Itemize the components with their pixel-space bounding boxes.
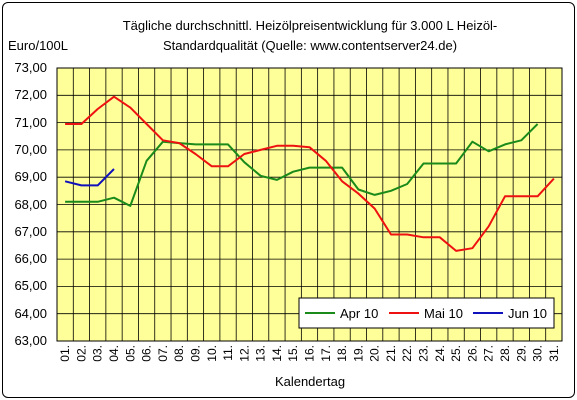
x-tick-label: 31. [547,345,561,362]
x-tick-label: 06. [140,345,154,362]
y-tick-label: 65,00 [14,278,47,294]
x-tick-label: 26. [465,345,479,362]
chart-title-line-2: Standardqualität (Quelle: www.contentser… [162,38,458,53]
x-tick-label: 21. [384,345,398,362]
x-tick-label: 11. [221,345,235,361]
x-tick-label: 27. [482,345,496,362]
x-tick-label: 12. [237,345,251,362]
y-tick-label: 72,00 [14,87,47,103]
y-tick-label: 71,00 [14,114,47,130]
x-tick-label: 15. [286,345,300,362]
x-tick-label: 22. [400,345,414,362]
y-tick-label: 73,00 [14,60,47,75]
y-tick-label: 69,00 [14,169,47,185]
x-tick-label: 13. [254,345,268,362]
x-tick-label: 30. [531,345,545,362]
legend-box [298,297,555,329]
x-tick-label: 07. [156,345,170,362]
x-tick-label: 04. [107,345,121,362]
x-tick-label: 09. [188,345,202,362]
legend-label: Mai 10 [424,306,463,321]
y-tick-label: 67,00 [14,223,47,239]
x-tick-label: 14. [270,345,284,362]
series-line-apr-10 [65,123,539,207]
legend-label: Jun 10 [508,306,547,321]
x-tick-label: 08. [172,345,186,362]
x-tick-label: 17. [319,345,333,362]
y-tick-label: 68,00 [14,196,47,212]
y-tick-label: 66,00 [14,251,47,267]
y-tick-label: 64,00 [14,305,47,321]
x-tick-label: 16. [303,345,317,362]
chart-title-line-1: Tägliche durchschnittl. Heizölpreisentwi… [122,18,498,33]
y-tick-label: 63,00 [14,333,47,348]
x-tick-label: 24. [433,345,447,362]
x-tick-label: 19. [351,345,365,362]
series-line-jun-10 [64,168,115,187]
y-tick-label: 70,00 [14,141,47,157]
series-line-mai-10 [65,95,555,252]
x-tick-label: 20. [368,345,382,362]
x-tick-label: 05. [123,345,137,362]
x-tick-label: 18. [335,345,349,362]
x-tick-label: 01. [58,345,72,362]
x-tick-label: 10. [205,345,219,362]
x-tick-label: 25. [449,345,463,362]
x-tick-label: 29. [514,345,528,362]
x-tick-label: 28. [498,345,512,362]
x-tick-label: 02. [74,345,88,362]
x-tick-label: 03. [91,345,105,362]
legend-label: Apr 10 [340,306,378,321]
x-tick-label: 23. [417,345,431,362]
x-axis-label: Kalendertag [274,374,346,389]
y-axis-label: Euro/100L [8,38,68,53]
